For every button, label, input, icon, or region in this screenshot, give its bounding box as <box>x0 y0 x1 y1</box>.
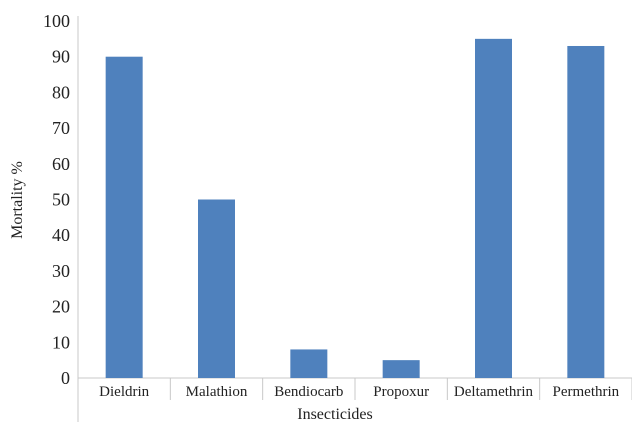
y-tick-label: 10 <box>52 332 70 352</box>
category-label: Permethrin <box>553 384 620 400</box>
bar-deltamethrin <box>475 38 512 378</box>
category-label: Dieldrin <box>99 384 149 400</box>
bar-propoxur <box>382 360 420 378</box>
x-axis-ticks <box>77 378 632 400</box>
bar-dieldrin <box>105 56 143 378</box>
y-tick-label: 50 <box>52 190 70 210</box>
y-tick-label: 60 <box>52 154 70 174</box>
bar-permethrin <box>567 45 605 379</box>
bars <box>105 38 605 379</box>
bar-malathion <box>198 199 235 378</box>
y-tick-label: 80 <box>52 82 70 102</box>
bar-bendiocarb <box>290 349 328 378</box>
y-axis-ticks: 0 10 20 30 40 50 60 70 80 90 100 <box>43 11 70 388</box>
y-tick-label: 70 <box>52 118 70 138</box>
y-tick-label: 0 <box>61 368 70 388</box>
y-tick-label: 90 <box>52 47 70 67</box>
y-tick-label: 40 <box>52 225 70 245</box>
y-tick-label: 100 <box>43 11 70 31</box>
category-label: Bendiocarb <box>274 384 343 400</box>
category-label: Propoxur <box>373 384 429 400</box>
y-tick-label: 30 <box>52 261 70 281</box>
category-labels: Dieldrin Malathion Bendiocarb Propoxur Delta… <box>99 384 619 400</box>
category-label: Deltamethrin <box>454 384 534 400</box>
y-axis-title: Mortality % <box>9 161 26 239</box>
x-axis-title: Insecticides <box>297 406 373 423</box>
category-label: Malathion <box>186 384 248 400</box>
y-tick-label: 20 <box>52 297 70 317</box>
